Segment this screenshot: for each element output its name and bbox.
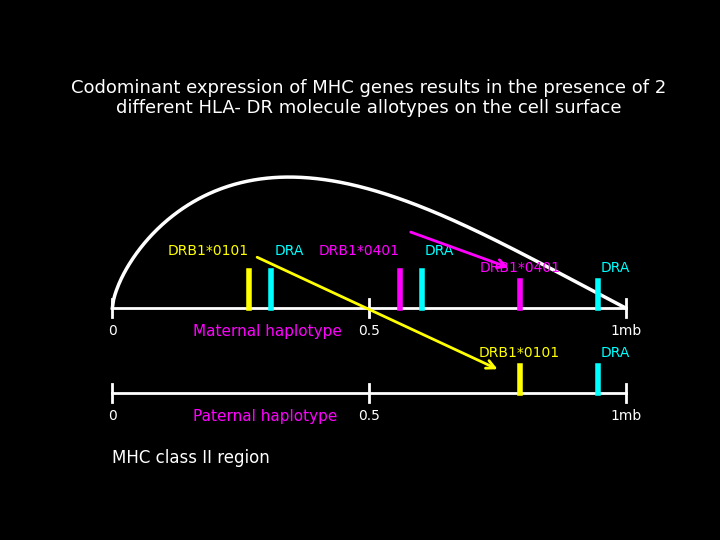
Text: 0: 0: [108, 409, 117, 423]
Text: DRB1*0101: DRB1*0101: [479, 346, 560, 360]
Text: MHC class II region: MHC class II region: [112, 449, 270, 467]
Text: different HLA- DR molecule allotypes on the cell surface: different HLA- DR molecule allotypes on …: [116, 99, 622, 118]
Text: 0.5: 0.5: [358, 409, 380, 423]
Text: DRA: DRA: [274, 244, 304, 258]
Text: Paternal haplotype: Paternal haplotype: [193, 409, 338, 424]
Text: Codominant expression of MHC genes results in the presence of 2: Codominant expression of MHC genes resul…: [71, 79, 667, 97]
Text: 0: 0: [108, 324, 117, 338]
Text: DRA: DRA: [425, 244, 454, 258]
Text: DRA: DRA: [600, 261, 630, 275]
Text: DRA: DRA: [600, 346, 630, 360]
Text: DRB1*0101: DRB1*0101: [168, 244, 249, 258]
Text: 1mb: 1mb: [610, 324, 642, 338]
Text: 1mb: 1mb: [610, 409, 642, 423]
Text: 0.5: 0.5: [358, 324, 380, 338]
Text: DRB1*0401: DRB1*0401: [480, 261, 560, 275]
Text: DRB1*0401: DRB1*0401: [319, 244, 400, 258]
Text: Maternal haplotype: Maternal haplotype: [193, 324, 342, 339]
